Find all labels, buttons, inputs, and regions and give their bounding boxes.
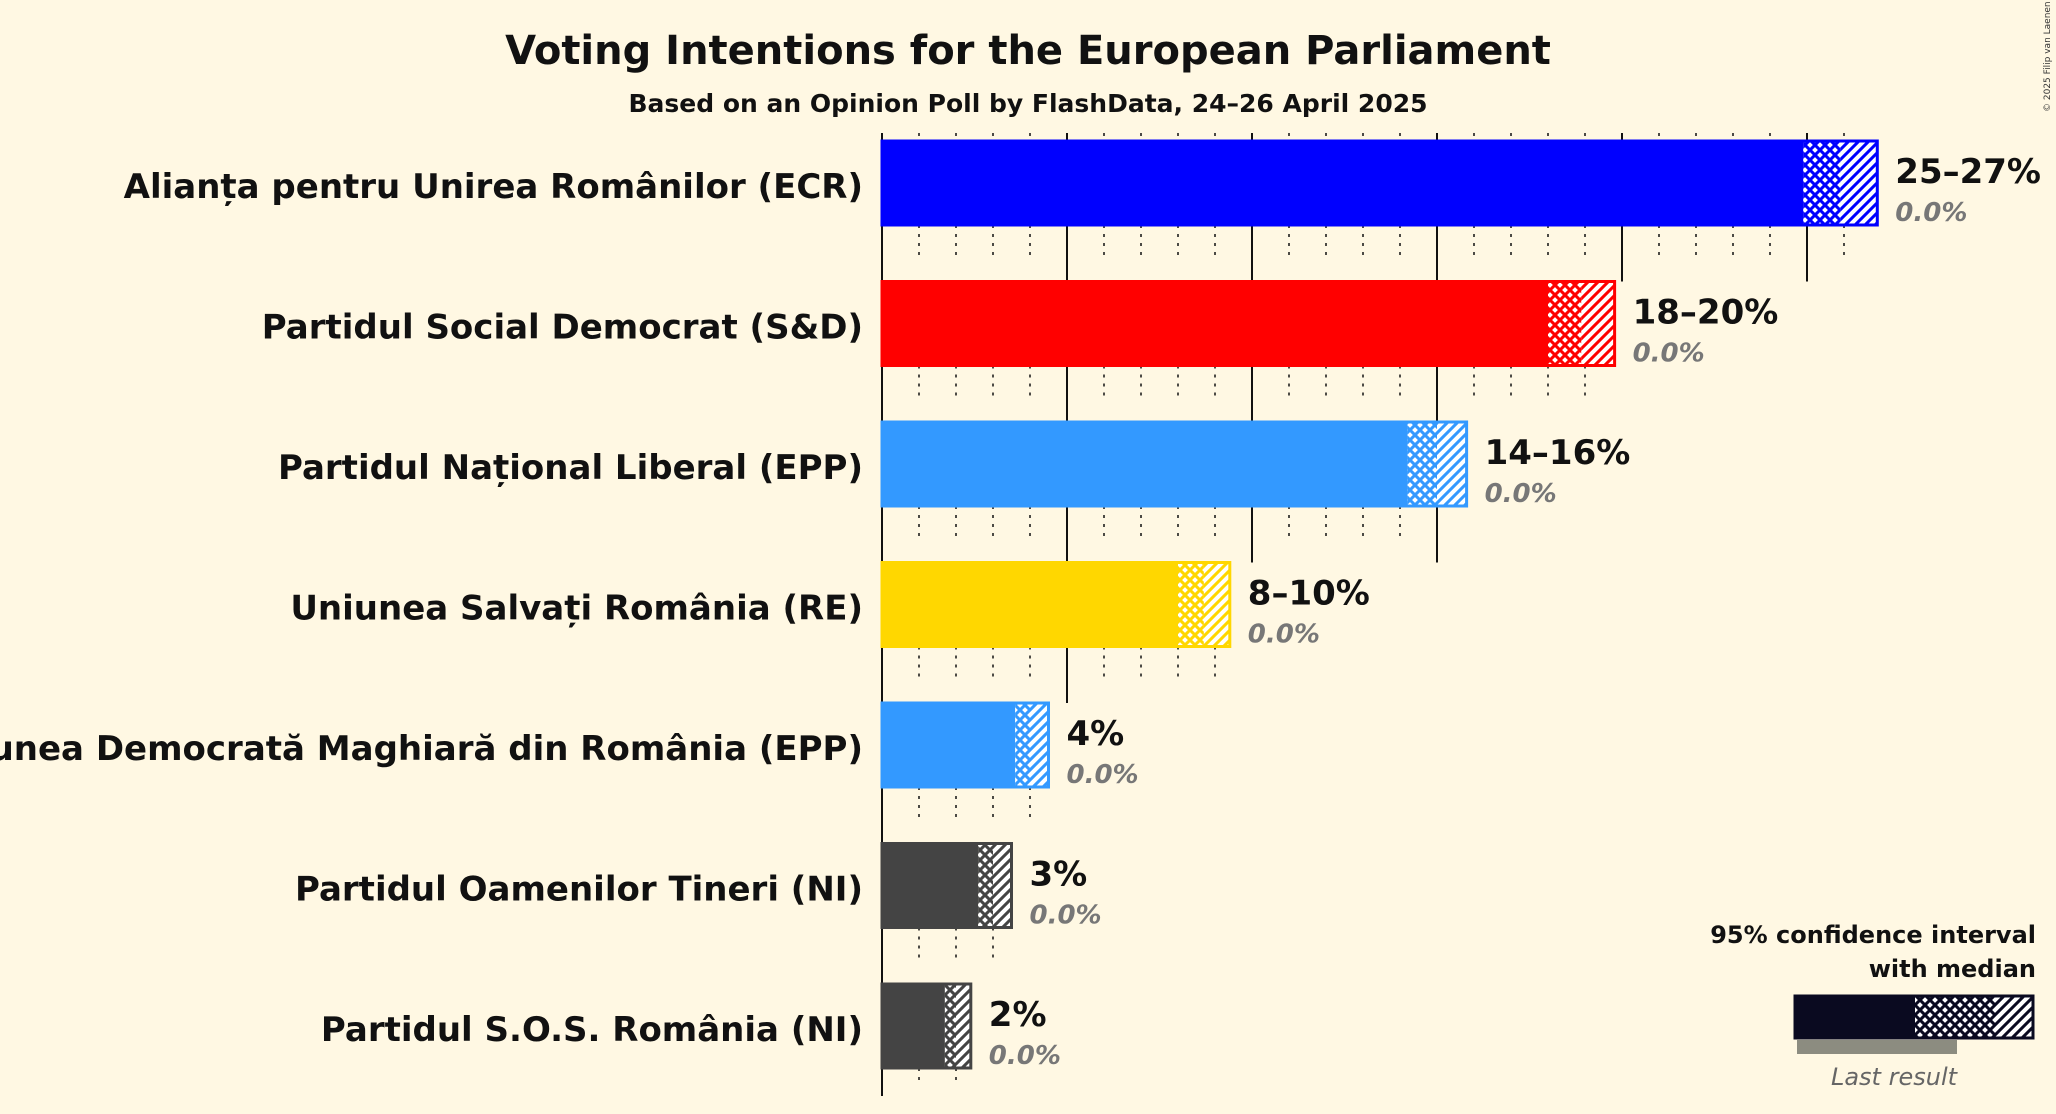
legend-solid (1795, 996, 1915, 1038)
bar-solid (882, 984, 945, 1068)
category-label: Uniunea Salvați România (RE) (290, 589, 863, 629)
bar-ci-lower (1407, 422, 1437, 506)
legend-title-line2: with median (1869, 955, 2036, 983)
bar-solid (882, 422, 1408, 506)
last-result-label: 0.0% (1895, 198, 1967, 228)
legend-ci-upper (1995, 996, 2033, 1038)
bar-ci-lower (1178, 562, 1204, 647)
legend: 95% confidence interval with median Last… (1710, 921, 2036, 1091)
range-label: 14–16% (1485, 433, 1631, 473)
bar-ci-upper (1581, 281, 1615, 366)
chart-subtitle: Based on an Opinion Poll by FlashData, 2… (628, 89, 1427, 118)
range-label: 18–20% (1633, 293, 1779, 333)
bar-ci-lower (978, 843, 993, 928)
bar-ci-upper (956, 984, 971, 1068)
bar-ci-upper (1840, 141, 1878, 225)
category-label: Partidul Național Liberal (EPP) (278, 448, 863, 488)
range-label: 3% (1030, 855, 1088, 895)
bar-ci-upper (993, 843, 1012, 928)
grid (881, 133, 1845, 1096)
range-label: 4% (1067, 714, 1125, 754)
last-result-label: 0.0% (1030, 901, 1102, 931)
bar-ci-upper (1030, 703, 1049, 787)
bar-ci-lower (1548, 281, 1582, 366)
legend-title-line1: 95% confidence interval (1710, 921, 2036, 949)
bar-solid (882, 843, 979, 928)
bar-outline (880, 561, 1232, 648)
chart-title: Voting Intentions for the European Parli… (505, 28, 1551, 74)
legend-last-result-bar (1797, 1040, 1957, 1054)
last-result-label: 0.0% (1248, 620, 1320, 650)
category-label: Partidul S.O.S. România (NI) (321, 1010, 863, 1050)
bar-outline (880, 982, 973, 1070)
labels: Alianța pentru Unirea Românilor (ECR) 25–… (0, 152, 2041, 1071)
bar-ci-lower (944, 984, 956, 1068)
bar-ci-lower (1015, 703, 1030, 787)
range-label: 25–27% (1895, 152, 2041, 192)
bar-solid (882, 703, 1016, 787)
copyright-notice: © 2025 Filip van Laenen (2043, 1, 2053, 112)
category-label: Uniunea Democrată Maghiară din România (… (0, 729, 863, 769)
bar-solid (882, 141, 1804, 225)
last-result-label: 0.0% (1633, 339, 1705, 369)
bar-outline (880, 139, 1879, 227)
legend-outline (1793, 994, 2035, 1040)
last-result-label: 0.0% (1485, 479, 1557, 509)
bar-outline (880, 420, 1469, 508)
legend-last-result-label: Last result (1831, 1063, 1959, 1091)
category-label: Partidul Oamenilor Tineri (NI) (295, 870, 863, 910)
last-result-label: 0.0% (1067, 760, 1139, 790)
bar-ci-upper (1437, 422, 1467, 506)
category-label: Partidul Social Democrat (S&D) (262, 308, 863, 348)
category-label: Alianța pentru Unirea Românilor (ECR) (124, 167, 863, 207)
bar-outline (880, 701, 1050, 789)
last-result-label: 0.0% (989, 1041, 1061, 1071)
range-label: 2% (989, 995, 1047, 1035)
legend-ci-lower (1915, 996, 1995, 1038)
bars (880, 139, 1879, 1070)
bar-outline (880, 842, 1013, 929)
bar-ci-lower (1803, 141, 1841, 225)
bar-solid (882, 281, 1548, 366)
bar-outline (880, 280, 1617, 367)
range-label: 8–10% (1248, 574, 1370, 614)
bar-ci-upper (1203, 562, 1230, 647)
bar-solid (882, 562, 1178, 647)
